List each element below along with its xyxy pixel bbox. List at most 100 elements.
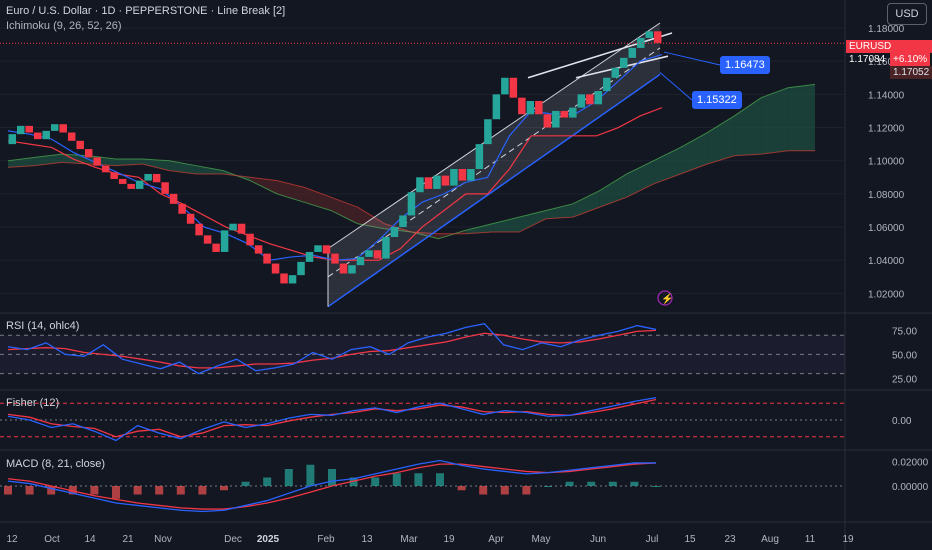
- line-break-brick: [33, 132, 42, 140]
- x-tick-label: 19: [842, 534, 854, 545]
- line-break-brick: [382, 237, 390, 259]
- macd-label[interactable]: MACD (8, 21, close): [6, 458, 106, 470]
- line-break-brick: [93, 157, 101, 166]
- line-break-brick: [203, 235, 212, 244]
- line-break-brick: [152, 173, 161, 183]
- fisher-label[interactable]: Fisher (12): [6, 397, 60, 409]
- ichimoku-cloud-segment: [330, 197, 358, 224]
- rsi-signal-line: [7, 329, 657, 369]
- macd-histogram-bar: [544, 486, 552, 487]
- line-break-brick: [59, 124, 67, 133]
- callout-leader-lower: [659, 72, 693, 101]
- x-tick-label: Nov: [154, 534, 172, 545]
- line-break-brick: [373, 250, 382, 259]
- macd-histogram-bar: [608, 481, 617, 486]
- macd-histogram-bar: [263, 477, 272, 486]
- line-break-brick: [288, 275, 297, 284]
- x-tick-label: Mar: [400, 534, 418, 545]
- currency-button[interactable]: USD: [887, 3, 927, 25]
- x-tick-label: Feb: [317, 534, 335, 545]
- line-break-brick: [501, 77, 509, 95]
- line-break-brick: [67, 132, 76, 141]
- callout-lower[interactable]: 1.15322: [692, 91, 742, 109]
- callout-leader-upper: [663, 51, 721, 66]
- ichimoku-cloud-segment: [142, 159, 170, 171]
- line-break-brick: [441, 175, 450, 186]
- macd-histogram-bar: [133, 486, 142, 495]
- ichimoku-cloud-segment: [250, 177, 277, 194]
- line-break-brick: [254, 245, 263, 254]
- chart-title: Euro / U.S. Dollar · 1D · PEPPERSTONE · …: [6, 5, 286, 17]
- line-break-brick: [509, 77, 518, 98]
- line-break-brick: [195, 223, 203, 236]
- ichimoku-cloud-segment: [788, 84, 815, 151]
- line-break-brick: [246, 233, 254, 246]
- macd-histogram-bar: [112, 486, 120, 499]
- macd-histogram-bar: [414, 473, 423, 486]
- x-tick-label: 21: [122, 534, 134, 545]
- macd-histogram-bar: [392, 473, 401, 486]
- line-break-brick: [535, 100, 543, 115]
- change-tag: +6.10%: [890, 53, 931, 66]
- line-break-brick: [552, 110, 560, 128]
- price-tick-label: 1.06000: [868, 223, 905, 234]
- macd-tick-label: 0.02000: [892, 458, 929, 469]
- channel-mid: [327, 47, 661, 278]
- line-break-brick: [450, 169, 458, 186]
- line-break-brick: [280, 273, 288, 284]
- line-break-brick: [569, 107, 577, 118]
- line-break-brick: [654, 31, 662, 43]
- line-break-brick: [16, 125, 25, 135]
- x-tick-label: Jun: [590, 534, 606, 545]
- ichimoku-legend[interactable]: Ichimoku (9, 26, 52, 26): [6, 20, 122, 32]
- line-break-brick: [186, 213, 195, 224]
- x-tick-label: 12: [6, 534, 18, 545]
- rsi-tick-label: 75.00: [892, 326, 917, 337]
- line-break-brick: [356, 256, 365, 266]
- macd-histogram-bar: [25, 486, 34, 495]
- line-break-brick: [416, 177, 424, 193]
- price-tick-label: 1.18000: [868, 24, 905, 35]
- ichimoku-cloud-segment: [572, 190, 600, 218]
- line-break-brick: [586, 94, 594, 105]
- ichimoku-cloud-segment: [196, 165, 224, 174]
- macd-histogram-bar: [176, 486, 185, 495]
- line-break-brick: [169, 193, 178, 204]
- macd-line: [7, 459, 656, 513]
- rsi-tick-label: 50.00: [892, 350, 917, 361]
- symbol-price-tag: EURUSD 1.17084: [846, 40, 932, 65]
- macd-histogram-bar: [522, 486, 531, 495]
- callout-upper[interactable]: 1.16473: [720, 56, 770, 74]
- x-tick-label: 11: [805, 534, 816, 545]
- line-break-brick: [135, 180, 144, 189]
- line-break-brick: [237, 223, 246, 234]
- line-break-brick: [390, 227, 399, 238]
- x-tick-label: Dec: [224, 534, 242, 545]
- line-break-brick: [603, 77, 611, 92]
- x-tick-label: Apr: [488, 534, 504, 545]
- channel-lower: [327, 73, 661, 308]
- line-break-brick: [25, 125, 33, 133]
- line-break-brick: [458, 169, 467, 181]
- x-tick-label: Oct: [44, 534, 60, 545]
- line-break-brick: [127, 183, 135, 189]
- x-tick-label: 23: [724, 534, 736, 545]
- ichimoku-cloud-segment: [734, 97, 762, 156]
- macd-histogram-bar: [198, 486, 207, 495]
- ichimoku-cloud-segment: [599, 173, 627, 208]
- macd-histogram-bar: [371, 477, 380, 486]
- ichimoku-cloud-segment: [626, 160, 654, 198]
- ichimoku-cloud-segment: [8, 157, 35, 168]
- line-break-brick: [144, 173, 152, 181]
- line-break-brick: [314, 245, 322, 252]
- line-break-brick: [637, 37, 645, 48]
- fisher-tick-label: 0.00: [892, 416, 912, 427]
- line-break-brick: [161, 182, 169, 194]
- line-break-brick: [365, 250, 373, 257]
- ichimoku-cloud-segment: [761, 87, 789, 155]
- rsi-label[interactable]: RSI (14, ohlc4): [6, 320, 80, 332]
- x-tick-label: 2025: [257, 534, 280, 545]
- line-break-brick: [467, 169, 475, 181]
- x-tick-label: May: [532, 534, 551, 545]
